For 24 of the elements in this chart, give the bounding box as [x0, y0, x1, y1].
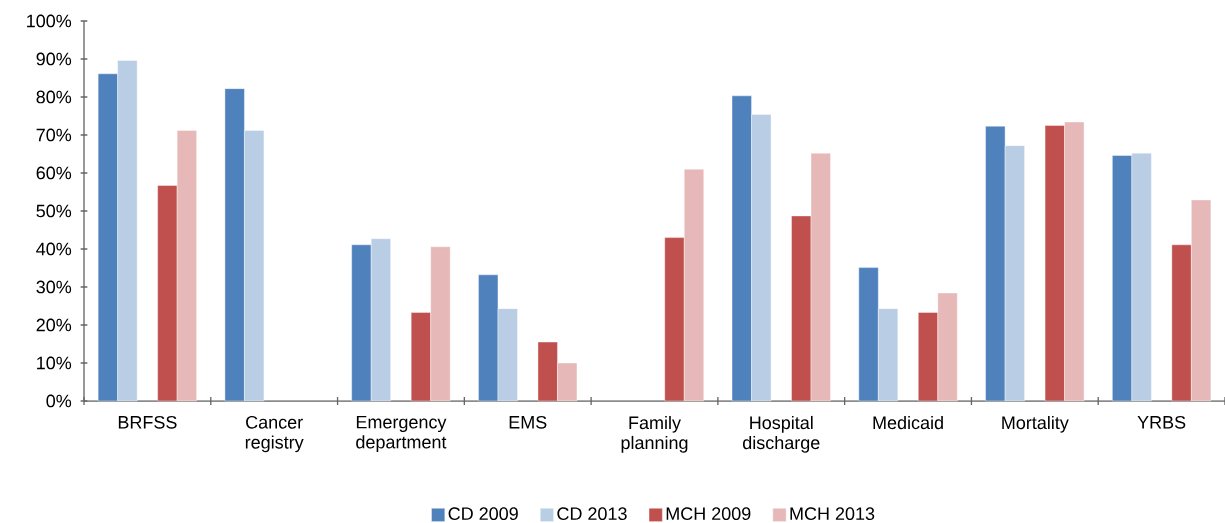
x-tick-label: EMS: [509, 415, 547, 429]
y-tick-label: 80%: [36, 90, 72, 104]
y-tick-label: 90%: [36, 52, 72, 66]
x-tick-label: Family planning: [621, 415, 688, 453]
x-tick-label: Mortality: [1002, 415, 1069, 433]
x-tick-label: YRBS: [1137, 415, 1186, 429]
y-tick-label: 30%: [36, 280, 72, 294]
legend-label: CD 2009: [448, 507, 518, 521]
y-tick-label: 40%: [36, 242, 72, 256]
y-tick-label: 20%: [36, 318, 72, 332]
x-tick-label: BRFSS: [118, 415, 177, 429]
x-tick-label: Medicaid: [873, 415, 943, 430]
x-tick-label: Hospital discharge: [743, 415, 820, 453]
x-tick-label: Emergency department: [356, 415, 447, 453]
x-tick-label: Cancer registry: [245, 415, 304, 453]
legend-label: MCH 2009: [666, 507, 751, 521]
y-tick-label: 60%: [36, 166, 72, 180]
legend-label: MCH 2013: [790, 507, 875, 521]
legend-label: CD 2013: [557, 507, 627, 521]
y-tick-label: 70%: [36, 128, 72, 142]
y-tick-label: 50%: [36, 204, 72, 218]
y-tick-label: 10%: [37, 356, 72, 370]
y-tick-label: 0%: [46, 394, 72, 408]
y-tick-label: 100%: [27, 14, 72, 28]
